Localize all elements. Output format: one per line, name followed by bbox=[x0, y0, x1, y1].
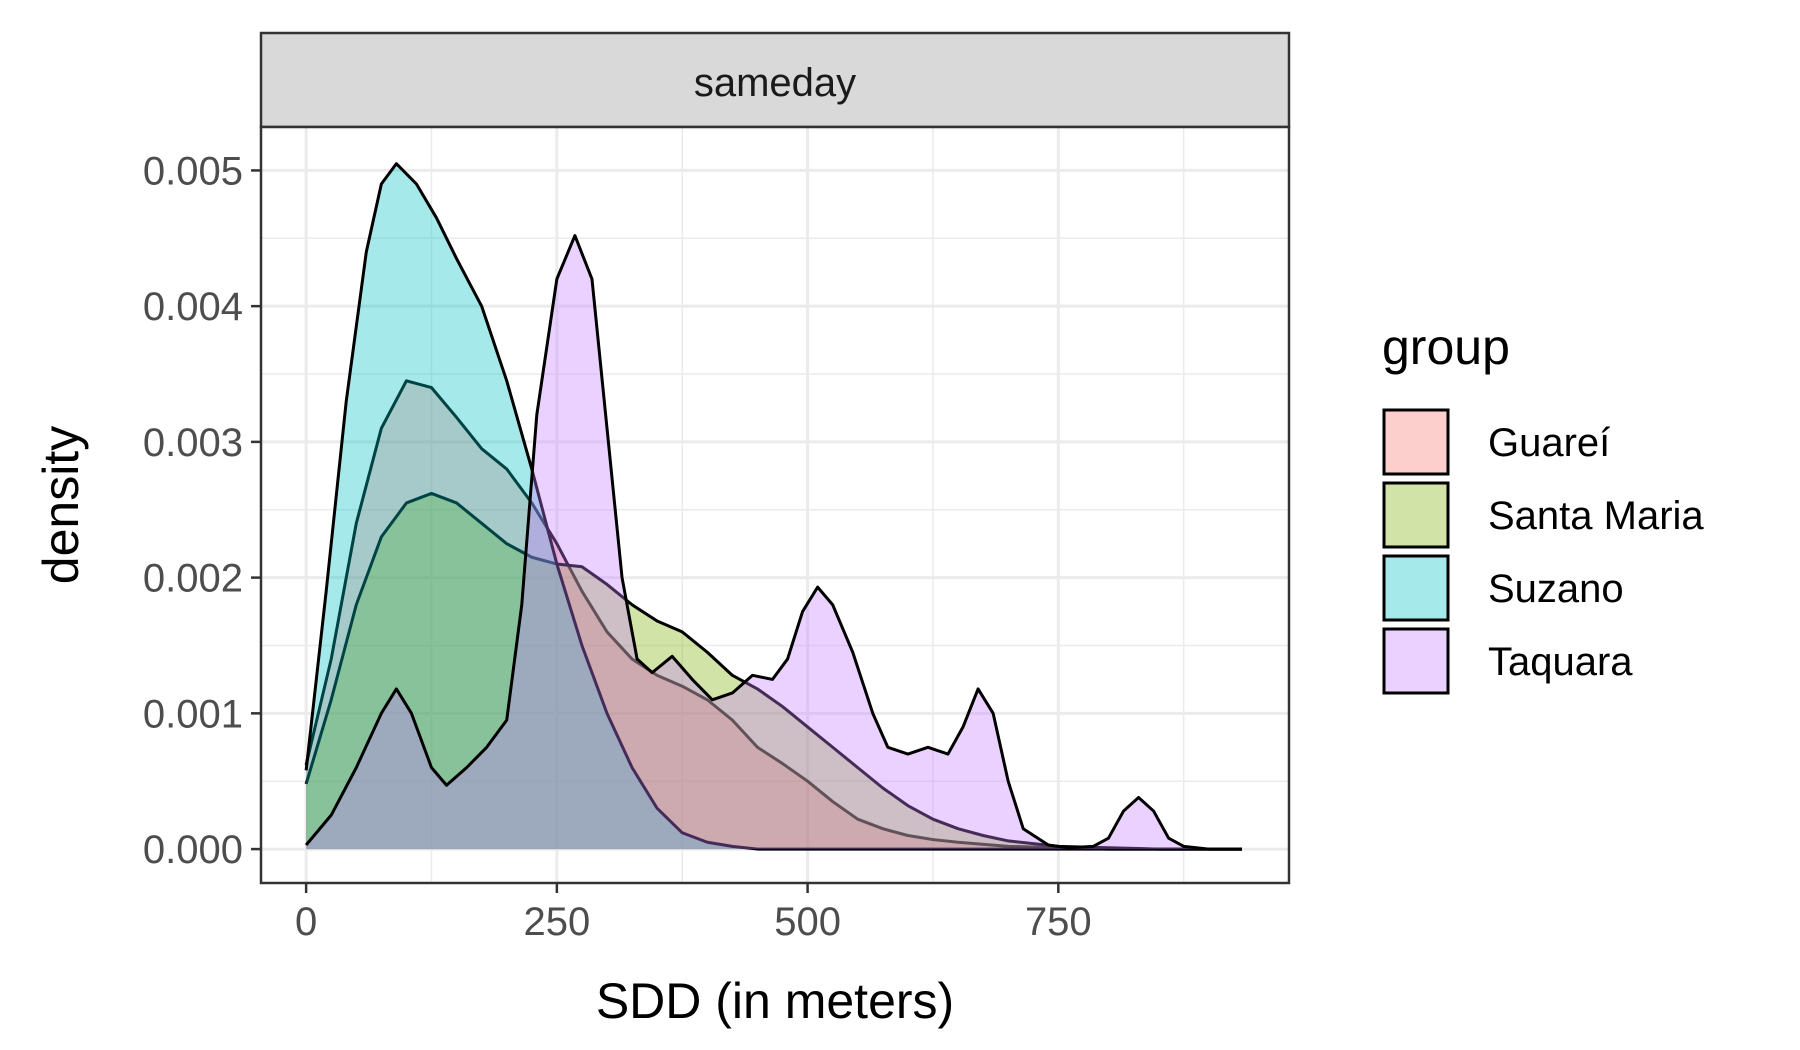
legend-key-background-guare- bbox=[1382, 408, 1450, 476]
facet-strip-label: sameday bbox=[694, 61, 856, 105]
facet-strip-background bbox=[259, 31, 1291, 129]
density-area-taquara bbox=[306, 235, 1242, 850]
legend-key-background-santa-maria bbox=[1382, 481, 1450, 549]
y-axis: 0.000 0.001 0.002 0.003 0.004 0.005 bbox=[143, 149, 261, 872]
legend-label-taquara: Taquara bbox=[1488, 640, 1633, 684]
density-area-guare- bbox=[306, 380, 1242, 850]
density-line-taquara bbox=[304, 234, 1242, 851]
y-tick-label: 0.005 bbox=[143, 149, 243, 193]
legend-label-santa-maria: Santa Maria bbox=[1488, 494, 1704, 538]
facet-strip: sameday bbox=[259, 31, 1291, 129]
y-tick-label: 0.000 bbox=[143, 828, 243, 872]
x-tick-label: 250 bbox=[523, 900, 590, 944]
density-areas bbox=[304, 162, 1242, 851]
y-tick-label: 0.001 bbox=[143, 692, 243, 736]
legend-key-background-taquara bbox=[1382, 627, 1450, 695]
y-tick-label: 0.004 bbox=[143, 285, 243, 329]
density-line-suzano bbox=[304, 162, 1242, 851]
legend-key-suzano bbox=[1382, 554, 1450, 622]
legend-key-taquara bbox=[1382, 627, 1450, 695]
x-axis: 0 250 500 750 bbox=[295, 883, 1092, 944]
legend-key-background-suzano bbox=[1382, 554, 1450, 622]
y-tick-label: 0.003 bbox=[143, 421, 243, 465]
x-tick-label: 500 bbox=[774, 900, 841, 944]
grid-minor bbox=[261, 127, 1289, 883]
plot-panel-border bbox=[259, 125, 1291, 885]
legend-label-guare-: Guareí bbox=[1488, 421, 1610, 465]
x-axis-title: SDD (in meters) bbox=[596, 973, 954, 1029]
y-axis-title: density bbox=[33, 426, 89, 584]
legend-title: group bbox=[1382, 319, 1510, 375]
x-tick-label: 750 bbox=[1025, 900, 1092, 944]
density-line-santa-maria bbox=[304, 491, 1242, 851]
legend: group Guareí Santa Maria Suzano Taquara bbox=[1382, 319, 1704, 695]
legend-label-suzano: Suzano bbox=[1488, 567, 1624, 611]
legend-key-santa-maria bbox=[1382, 481, 1450, 549]
x-tick-label: 0 bbox=[295, 900, 317, 944]
y-tick-label: 0.002 bbox=[143, 557, 243, 601]
density-line-guare- bbox=[304, 379, 1242, 851]
density-area-santa-maria bbox=[306, 493, 1242, 850]
density-area-suzano bbox=[306, 163, 1242, 850]
legend-key-guare- bbox=[1382, 408, 1450, 476]
